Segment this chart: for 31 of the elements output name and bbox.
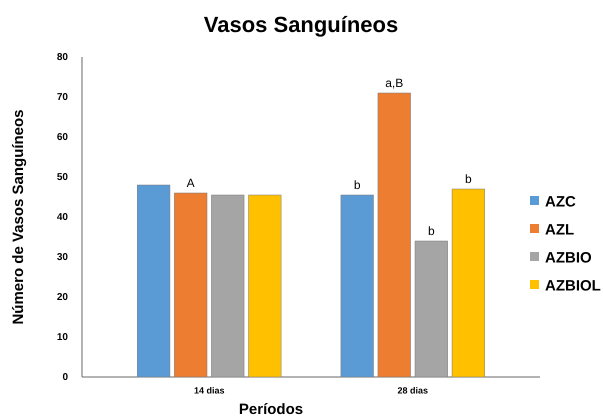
annotation: b xyxy=(428,224,435,238)
bar xyxy=(174,192,208,378)
bar xyxy=(378,92,411,378)
legend-label: AZC xyxy=(545,193,576,210)
chart-title: Vasos Sanguíneos xyxy=(204,12,398,37)
bar xyxy=(211,194,244,378)
y-tick-label: 60 xyxy=(56,132,68,144)
y-tick-label: 70 xyxy=(56,92,68,104)
bar xyxy=(414,240,448,378)
legend-label: AZBIOL xyxy=(545,277,601,294)
y-axis-title: Número de Vasos Sanguíneos xyxy=(10,109,27,325)
bar xyxy=(452,188,485,378)
bar xyxy=(137,184,170,378)
bar xyxy=(340,194,374,378)
bar xyxy=(248,194,282,378)
x-tick-label: 28 dias xyxy=(398,385,428,396)
x-tick-label: 14 dias xyxy=(194,385,224,396)
y-tick-label: 20 xyxy=(56,292,68,304)
legend-label: AZL xyxy=(545,221,574,238)
legend-label: AZBIO xyxy=(545,249,592,266)
x-axis-title: Períodos xyxy=(238,401,304,418)
y-tick-label: 50 xyxy=(56,172,68,184)
y-tick-label: 0 xyxy=(62,372,68,384)
y-tick-label: 80 xyxy=(56,52,68,64)
y-tick-label: 40 xyxy=(56,212,68,224)
y-tick-label: 10 xyxy=(56,332,68,344)
annotation: b xyxy=(465,172,472,186)
annotation: b xyxy=(354,178,361,192)
y-tick-label: 30 xyxy=(56,252,68,264)
annotation: a,B xyxy=(385,76,404,90)
annotation: A xyxy=(186,176,195,190)
